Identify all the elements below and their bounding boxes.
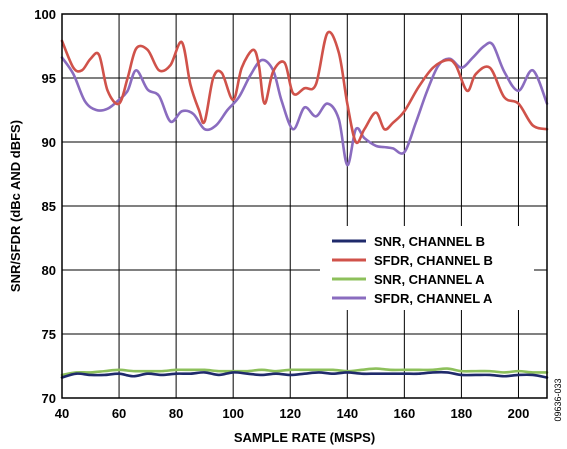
y-tick-labels: 70 75 80 85 90 95 100 — [34, 7, 56, 406]
x-tick-label: 180 — [451, 406, 473, 421]
y-tick-label: 75 — [42, 327, 56, 342]
series-line-sfdr-channel-a — [60, 41, 549, 167]
figure-code: 09636-033 — [553, 378, 563, 421]
legend-label-sfdr-channel-b: SFDR, CHANNEL B — [374, 253, 493, 268]
plot-frame — [61, 13, 548, 399]
y-tick-label: 70 — [42, 391, 56, 406]
x-tick-labels: 40 60 80 100 120 140 160 180 200 — [55, 406, 530, 421]
x-tick-label: 60 — [112, 406, 126, 421]
x-tick-label: 140 — [336, 406, 358, 421]
series-line-sfdr-channel-b — [60, 30, 549, 145]
y-tick-label: 80 — [42, 263, 56, 278]
x-tick-label: 160 — [394, 406, 416, 421]
legend-label-sfdr-channel-a: SFDR, CHANNEL A — [374, 291, 493, 306]
y-tick-label: 90 — [42, 135, 56, 150]
x-tick-label: 100 — [222, 406, 244, 421]
series-lines — [60, 30, 549, 379]
series-line-snr-channel-b — [60, 370, 549, 379]
x-tick-label: 120 — [279, 406, 301, 421]
legend-label-snr-channel-a: SNR, CHANNEL A — [374, 272, 485, 287]
x-tick-label: 80 — [169, 406, 183, 421]
y-tick-label: 95 — [42, 71, 56, 86]
y-axis-label: SNR/SFDR (dBc AND dBFS) — [8, 120, 23, 292]
x-tick-label: 200 — [508, 406, 530, 421]
legend-label-snr-channel-b: SNR, CHANNEL B — [374, 234, 485, 249]
grid-lines — [61, 13, 547, 399]
legend: SNR, CHANNEL B SFDR, CHANNEL B SNR, CHANNE… — [320, 226, 534, 310]
y-tick-label: 100 — [34, 7, 56, 22]
x-axis-label: SAMPLE RATE (MSPS) — [234, 430, 375, 445]
series-line-snr-channel-a — [60, 367, 549, 377]
x-tick-label: 40 — [55, 406, 69, 421]
y-tick-label: 85 — [42, 199, 56, 214]
